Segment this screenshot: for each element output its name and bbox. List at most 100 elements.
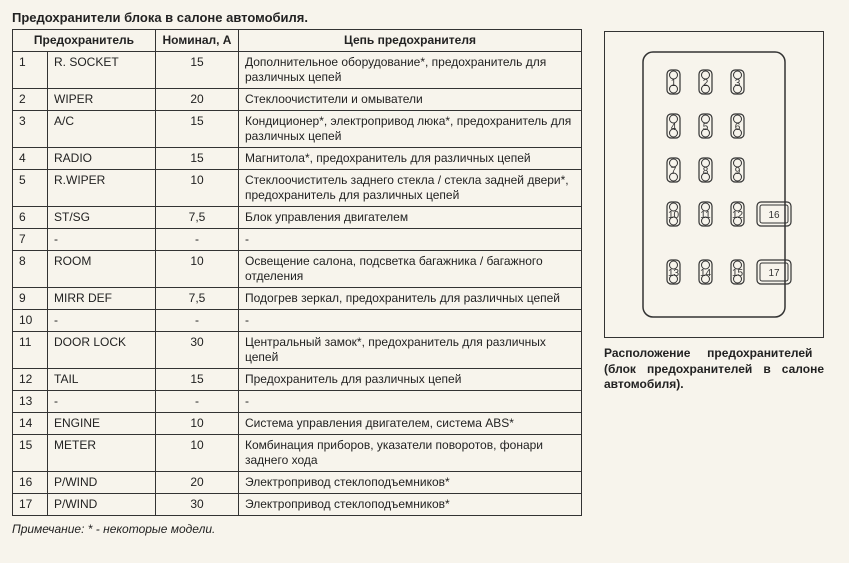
- cell-rating: 10: [156, 413, 239, 435]
- svg-text:4: 4: [671, 122, 677, 133]
- table-row: 8ROOM10Освещение салона, подсветка багаж…: [13, 251, 582, 288]
- cell-circuit: Электропривод стеклоподъемников*: [239, 472, 582, 494]
- content-wrap: Предохранитель Номинал, А Цепь предохран…: [12, 29, 837, 536]
- cell-num: 2: [13, 89, 48, 111]
- cell-rating: 15: [156, 111, 239, 148]
- svg-text:14: 14: [700, 268, 712, 279]
- caption-a: Расположение: [604, 346, 690, 360]
- cell-circuit: Предохранитель для различных цепей: [239, 369, 582, 391]
- svg-text:8: 8: [703, 166, 709, 177]
- cell-rating: 10: [156, 170, 239, 207]
- cell-circuit: Стеклоочистители и омыватели: [239, 89, 582, 111]
- svg-text:15: 15: [732, 268, 744, 279]
- cell-rating: 20: [156, 89, 239, 111]
- cell-circuit: Магнитола*, предохранитель для различных…: [239, 148, 582, 170]
- table-row: 4RADIO15Магнитола*, предохранитель для р…: [13, 148, 582, 170]
- svg-text:6: 6: [735, 122, 741, 133]
- cell-rating: 30: [156, 332, 239, 369]
- cell-circuit: Система управления двигателем, система A…: [239, 413, 582, 435]
- cell-num: 1: [13, 52, 48, 89]
- cell-rating: 15: [156, 148, 239, 170]
- caption-b: предохранителей: [707, 346, 812, 360]
- cell-rating: 7,5: [156, 207, 239, 229]
- diagram-frame: 1234567891011121314151617: [604, 31, 824, 338]
- table-col: Предохранитель Номинал, А Цепь предохран…: [12, 29, 582, 536]
- svg-text:12: 12: [732, 210, 744, 221]
- cell-num: 14: [13, 413, 48, 435]
- table-row: 15METER10Комбинация приборов, указатели …: [13, 435, 582, 472]
- table-row: 10---: [13, 310, 582, 332]
- cell-num: 11: [13, 332, 48, 369]
- cell-num: 4: [13, 148, 48, 170]
- cell-rating: -: [156, 229, 239, 251]
- cell-circuit: Комбинация приборов, указатели поворотов…: [239, 435, 582, 472]
- cell-num: 3: [13, 111, 48, 148]
- svg-text:10: 10: [668, 210, 680, 221]
- diagram-col: 1234567891011121314151617 Расположение п…: [604, 29, 824, 393]
- cell-circuit: Подогрев зеркал, предохранитель для разл…: [239, 288, 582, 310]
- cell-name: -: [48, 391, 156, 413]
- cell-circuit: Дополнительное оборудование*, предохрани…: [239, 52, 582, 89]
- cell-circuit: -: [239, 229, 582, 251]
- fuse-diagram: 1234567891011121314151617: [629, 42, 799, 327]
- cell-rating: 15: [156, 52, 239, 89]
- svg-text:16: 16: [768, 210, 780, 221]
- cell-name: TAIL: [48, 369, 156, 391]
- svg-text:3: 3: [735, 78, 741, 89]
- svg-text:11: 11: [700, 210, 711, 221]
- cell-rating: -: [156, 391, 239, 413]
- cell-circuit: Стеклоочиститель заднего стекла / стекла…: [239, 170, 582, 207]
- table-row: 5R.WIPER10Стеклоочиститель заднего стекл…: [13, 170, 582, 207]
- cell-name: ENGINE: [48, 413, 156, 435]
- cell-num: 12: [13, 369, 48, 391]
- cell-name: A/C: [48, 111, 156, 148]
- cell-name: P/WIND: [48, 472, 156, 494]
- cell-name: -: [48, 229, 156, 251]
- cell-name: -: [48, 310, 156, 332]
- cell-num: 8: [13, 251, 48, 288]
- cell-name: RADIO: [48, 148, 156, 170]
- cell-rating: -: [156, 310, 239, 332]
- cell-num: 6: [13, 207, 48, 229]
- table-row: 11DOOR LOCK30Центральный замок*, предохр…: [13, 332, 582, 369]
- cell-name: DOOR LOCK: [48, 332, 156, 369]
- cell-num: 13: [13, 391, 48, 413]
- cell-circuit: -: [239, 391, 582, 413]
- cell-num: 15: [13, 435, 48, 472]
- page-title: Предохранители блока в салоне автомобиля…: [12, 10, 837, 25]
- table-row: 14ENGINE10Система управления двигателем,…: [13, 413, 582, 435]
- table-row: 2WIPER20Стеклоочистители и омыватели: [13, 89, 582, 111]
- cell-num: 17: [13, 494, 48, 516]
- table-row: 16P/WIND20Электропривод стеклоподъемнико…: [13, 472, 582, 494]
- table-row: 6ST/SG7,5Блок управления двигателем: [13, 207, 582, 229]
- table-row: 3A/C15Кондиционер*, электропривод люка*,…: [13, 111, 582, 148]
- table-row: 17P/WIND30Электропривод стеклоподъемнико…: [13, 494, 582, 516]
- cell-circuit: Блок управления двигателем: [239, 207, 582, 229]
- svg-text:9: 9: [735, 166, 741, 177]
- svg-text:7: 7: [671, 166, 677, 177]
- cell-name: ST/SG: [48, 207, 156, 229]
- cell-circuit: Освещение салона, подсветка багажника / …: [239, 251, 582, 288]
- cell-rating: 10: [156, 251, 239, 288]
- table-row: 12TAIL15Предохранитель для различных цеп…: [13, 369, 582, 391]
- table-row: 13---: [13, 391, 582, 413]
- cell-num: 7: [13, 229, 48, 251]
- cell-circuit: Центральный замок*, предохранитель для р…: [239, 332, 582, 369]
- table-row: 1R. SOCKET15Дополнительное оборудование*…: [13, 52, 582, 89]
- cell-circuit: Кондиционер*, электропривод люка*, предо…: [239, 111, 582, 148]
- svg-text:2: 2: [703, 78, 709, 89]
- table-row: 7---: [13, 229, 582, 251]
- svg-text:1: 1: [671, 78, 677, 89]
- svg-text:13: 13: [668, 268, 680, 279]
- th-fuse: Предохранитель: [13, 30, 156, 52]
- th-circuit: Цепь предохранителя: [239, 30, 582, 52]
- caption-c: (блок предохранителей в салоне автомобил…: [604, 362, 824, 392]
- cell-rating: 15: [156, 369, 239, 391]
- cell-rating: 20: [156, 472, 239, 494]
- cell-rating: 10: [156, 435, 239, 472]
- cell-name: R.WIPER: [48, 170, 156, 207]
- th-rating: Номинал, А: [156, 30, 239, 52]
- cell-circuit: -: [239, 310, 582, 332]
- cell-rating: 7,5: [156, 288, 239, 310]
- cell-name: WIPER: [48, 89, 156, 111]
